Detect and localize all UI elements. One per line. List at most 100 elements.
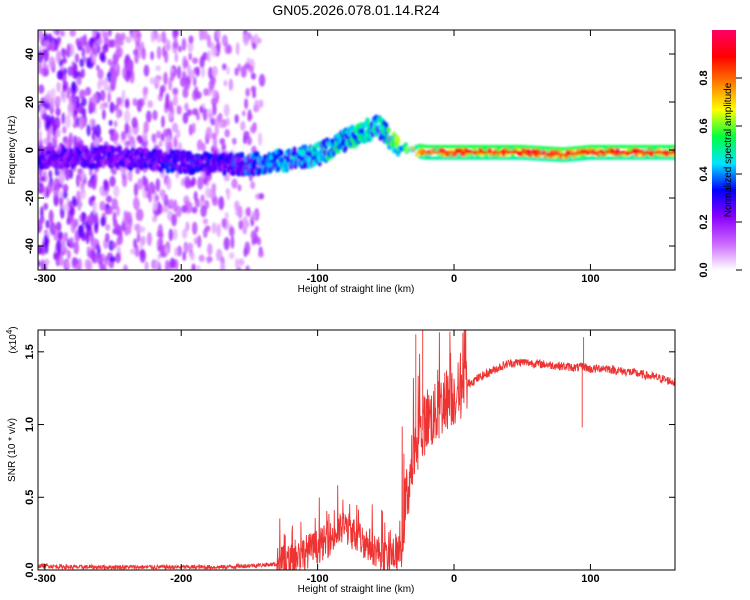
snr-frame (37, 329, 676, 571)
snr-multiplier-close: ) (8, 326, 19, 329)
spectrogram-noise-cell (163, 71, 168, 86)
spectrogram-noise-cell (164, 246, 169, 254)
spectrogram-noise-cell (168, 228, 174, 242)
spectrogram-ridge-cell (359, 128, 365, 135)
spectrogram-noise-cell (108, 119, 113, 126)
spectrogram-noise-cell (171, 122, 179, 133)
y-tick-label: -40 (24, 238, 36, 254)
spectrogram-noise-cell (219, 137, 226, 145)
spectrogram-noise-cell (48, 56, 56, 69)
spectrogram-noise-cell (156, 46, 162, 60)
spectrogram-noise-cell (53, 177, 60, 192)
spectrogram-noise-cell (67, 66, 74, 77)
spectrogram-noise-cell (72, 71, 79, 80)
spectrogram-noise-cell (70, 81, 77, 94)
colorbar: 0.0 0.2 0.4 0.6 0.8 Normalized spectral ampl… (698, 30, 742, 278)
spectrogram-noise-cell (185, 221, 190, 232)
spectrogram-noise-cell (181, 204, 188, 214)
spectrogram-noise-cell (103, 180, 110, 195)
spectrogram-noise-cell (38, 103, 41, 113)
spectrogram-noise-cell (106, 71, 112, 83)
spectrogram-noise-cell (112, 241, 117, 249)
spectrogram-noise-cell (169, 257, 176, 269)
spectrogram-ridge-cell (284, 166, 289, 173)
spectrogram-noise-cell (242, 227, 247, 235)
spectrogram-ridge-cell (303, 162, 308, 169)
spectrogram-noise-cell (43, 49, 50, 62)
spectrogram-noise-cell (182, 112, 189, 124)
spectrogram-noise-cell (228, 78, 234, 91)
spectrogram-noise-cell (96, 253, 104, 265)
spectrogram-noise-cell (102, 101, 109, 109)
spectrogram-noise-cell (81, 233, 86, 242)
spectrogram-noise-cell (188, 69, 196, 79)
spectrogram-x-axis-label: Height of straight line (km) (298, 284, 415, 295)
spectrogram-noise-cell (45, 114, 52, 129)
spectrogram-noise-cell (207, 243, 213, 256)
spectrogram-noise-cell (153, 77, 160, 84)
spectrogram-noise-cell (235, 41, 240, 56)
x-tick-label: 0 (451, 273, 457, 285)
spectrogram-noise-cell (114, 41, 121, 49)
spectrogram-noise-cell (88, 102, 96, 113)
spectrogram-noise-cell (68, 132, 74, 145)
spectrogram-noise-cell (237, 184, 242, 192)
spectrogram-noise-cell (131, 116, 138, 129)
spectrogram-noise-cell (51, 135, 58, 146)
spectrogram-noise-cell (89, 167, 93, 177)
spectrogram-noise-cell (66, 86, 72, 95)
spectrogram-noise-cell (183, 59, 189, 68)
spectrogram-noise-cell (208, 187, 216, 200)
spectrogram-noise-cell (208, 66, 213, 79)
spectrogram-noise-cell (212, 135, 218, 150)
spectrogram-noise-cell (116, 237, 121, 246)
spectrogram-noise-cell (200, 66, 205, 78)
colorbar-tick-label: 0.0 (698, 262, 710, 277)
spectrogram-noise-cell (174, 247, 178, 257)
x-tick-label: -200 (170, 273, 192, 285)
spectrogram-noise-cell (155, 65, 161, 72)
spectrogram-noise-cell (134, 197, 139, 209)
spectrogram-noise-cell (38, 130, 42, 142)
spectrogram-noise-cell (186, 109, 193, 117)
spectrogram-noise-cell (258, 132, 263, 146)
spectrogram-noise-cell (257, 237, 261, 246)
spectrogram-noise-cell (102, 109, 106, 120)
spectrogram-ridge-cell (281, 166, 286, 173)
spectrogram-noise-cell (52, 125, 57, 133)
spectrogram-noise-cell (221, 218, 227, 228)
spectrogram-noise-cell (56, 128, 61, 138)
spectrogram-noise-cell (250, 230, 258, 241)
spectrogram-noise-cell (106, 205, 114, 215)
spectrogram-noise-cell (258, 250, 264, 258)
spectrogram-noise-cell (56, 81, 62, 93)
spectrogram-noise-cell (198, 254, 205, 263)
spectrogram-noise-cell (136, 99, 143, 113)
spectrogram-noise-cell (164, 50, 169, 64)
spectrogram-noise-cell (246, 206, 251, 218)
spectrogram-noise-cell (85, 86, 92, 96)
spectrogram-noise-cell (76, 77, 82, 86)
spectrogram-noise-cell (181, 228, 188, 239)
spectrogram-noise-cell (133, 238, 138, 249)
spectrogram-noise-cell (151, 215, 158, 223)
spectrogram-noise-cell (125, 211, 133, 224)
spectrogram-noise-cell (58, 195, 64, 207)
y-tick-label: 1.5 (24, 344, 36, 359)
spectrogram-noise-cell (155, 33, 163, 43)
spectrogram-noise-cell (95, 64, 100, 71)
spectrogram-noise-cell (161, 115, 165, 128)
spectrogram-noise-cell (208, 80, 215, 90)
spectrogram-noise-cell (42, 60, 47, 69)
spectrogram-ridge-cell (414, 144, 419, 150)
spectrogram-noise-cell (225, 44, 233, 55)
spectrogram-noise-cell (50, 100, 55, 109)
spectrogram-noise-cell (38, 61, 43, 75)
spectrogram-noise-cell (148, 182, 154, 194)
spectrogram-ridge-cell (143, 162, 149, 169)
spectrogram-noise-cell (177, 65, 182, 80)
y-tick-label: 40 (24, 48, 36, 60)
spectrogram-ridge-cell (236, 156, 241, 164)
spectrogram-noise-cell (155, 130, 162, 139)
spectrogram-noise-cell (210, 117, 215, 126)
